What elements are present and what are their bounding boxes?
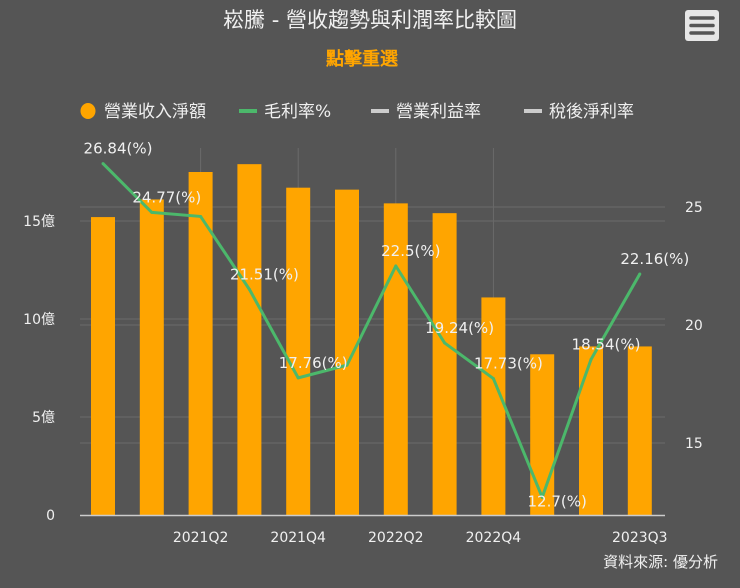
right-axis-tick-label: 20: [685, 318, 703, 334]
x-axis-tick-label: 2021Q4: [270, 530, 326, 546]
line-point[interactable]: [540, 495, 544, 499]
axes: 0 5億 10億 15億 15 20 25 2021Q2 2021Q4 2022Q2 2022Q4 2…: [23, 200, 703, 546]
line-point[interactable]: [443, 341, 447, 345]
x-axis-tick-label: 2022Q4: [466, 530, 522, 546]
chart-title: 崧騰 - 營收趨勢與利潤率比較圖: [223, 8, 517, 32]
right-axis-tick-label: 25: [685, 200, 703, 216]
line-point[interactable]: [394, 264, 398, 268]
bar-2021Q1[interactable]: [139, 199, 164, 515]
legend: 營業收入淨額 毛利率% 營業利益率 稅後淨利率: [80, 102, 634, 122]
line-point[interactable]: [296, 376, 300, 380]
line-point[interactable]: [589, 357, 593, 361]
gross-margin-line[interactable]: [101, 162, 642, 499]
data-label: 21.51(%): [230, 265, 299, 283]
line-point[interactable]: [247, 287, 251, 291]
bar-2023Q3[interactable]: [627, 346, 652, 515]
menu-button[interactable]: [685, 10, 719, 41]
line-series: [101, 162, 642, 499]
x-axis-tick-label: 2021Q2: [173, 530, 229, 546]
legend-marker-circle: [80, 103, 96, 119]
left-axis-tick-label: 15億: [23, 214, 55, 230]
right-axis-tick-label: 15: [685, 436, 703, 452]
x-axis-tick-label: 2023Q3: [612, 530, 668, 546]
line-point[interactable]: [345, 363, 349, 367]
data-label: 17.76(%): [279, 354, 348, 372]
bar-2021Q3[interactable]: [237, 164, 262, 515]
bar-2021Q4[interactable]: [286, 187, 311, 515]
data-labels: 26.84(%) 24.77(%) 21.51(%) 17.76(%) 22.5(%) 1…: [84, 140, 690, 511]
line-point[interactable]: [101, 162, 105, 166]
legend-item[interactable]: 稅後淨利率: [524, 102, 634, 122]
credit: 資料來源: 優分析: [603, 553, 718, 571]
line-point[interactable]: [199, 214, 203, 218]
left-axis-tick-label: 5億: [32, 410, 55, 426]
bar-series: [91, 164, 652, 516]
data-label: 26.84(%): [84, 140, 153, 158]
data-label: 12.7(%): [528, 492, 587, 510]
data-label: 18.54(%): [572, 335, 641, 353]
legend-item[interactable]: 毛利率%: [239, 102, 331, 122]
data-label: 24.77(%): [132, 188, 201, 206]
bar-2022Q4[interactable]: [481, 297, 506, 515]
bar-2023Q1[interactable]: [530, 354, 555, 515]
legend-label: 毛利率%: [264, 102, 331, 122]
x-axis-tick-label: 2022Q2: [368, 530, 424, 546]
line-point[interactable]: [638, 272, 642, 276]
bar-2023Q2[interactable]: [579, 346, 603, 515]
bar-2022Q1[interactable]: [335, 189, 359, 515]
bar-2022Q3[interactable]: [432, 213, 457, 515]
legend-label: 營業收入淨額: [104, 102, 206, 122]
data-label: 22.5(%): [381, 242, 440, 260]
legend-item[interactable]: 營業利益率: [371, 102, 481, 122]
legend-label: 稅後淨利率: [549, 102, 634, 122]
data-label: 19.24(%): [425, 319, 494, 337]
line-point[interactable]: [150, 210, 154, 214]
data-label: 17.73(%): [474, 355, 543, 373]
data-label: 22.16(%): [620, 250, 689, 268]
chart-subtitle[interactable]: 點擊重選: [325, 48, 398, 70]
bar-2021Q2[interactable]: [188, 172, 213, 515]
legend-item[interactable]: 營業收入淨額: [80, 102, 207, 122]
left-axis-tick-label: 10億: [23, 312, 55, 328]
bar-2022Q2[interactable]: [383, 203, 408, 516]
left-axis-tick-label: 0: [46, 508, 55, 524]
legend-label: 營業利益率: [396, 102, 481, 122]
bar-2020Q4[interactable]: [91, 217, 115, 515]
hamburger-menu-icon: [689, 16, 715, 35]
line-point[interactable]: [491, 377, 495, 381]
